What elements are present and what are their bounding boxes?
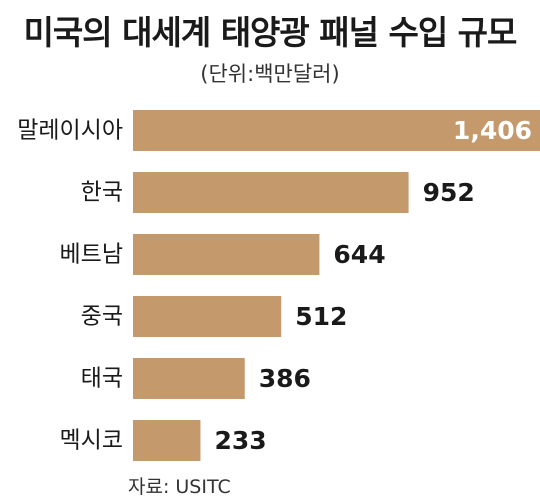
value-label-3: 512 (295, 302, 347, 331)
category-label-3: 중국 (81, 304, 123, 330)
value-label-2: 644 (333, 240, 385, 269)
bar-5 (133, 420, 201, 461)
value-label-1: 952 (423, 178, 475, 207)
bar-3 (133, 296, 282, 337)
chart-subtitle: (단위:백만달러) (200, 62, 340, 86)
bar-1 (133, 172, 409, 213)
bar-4 (133, 358, 245, 399)
category-label-0: 말레이시아 (17, 118, 123, 144)
category-label-4: 태국 (81, 366, 123, 392)
value-label-4: 386 (259, 364, 311, 393)
category-label-2: 베트남 (60, 242, 123, 268)
chart-title: 미국의 대세계 태양광 패널 수입 규모 (23, 13, 518, 52)
bar-0 (133, 110, 540, 151)
bar-2 (133, 234, 320, 275)
value-label-5: 233 (214, 426, 266, 455)
category-label-5: 멕시코 (60, 428, 123, 454)
value-label-0: 1,406 (453, 116, 532, 145)
category-label-1: 한국 (81, 180, 123, 206)
chart-source: 자료: USITC (128, 476, 231, 498)
